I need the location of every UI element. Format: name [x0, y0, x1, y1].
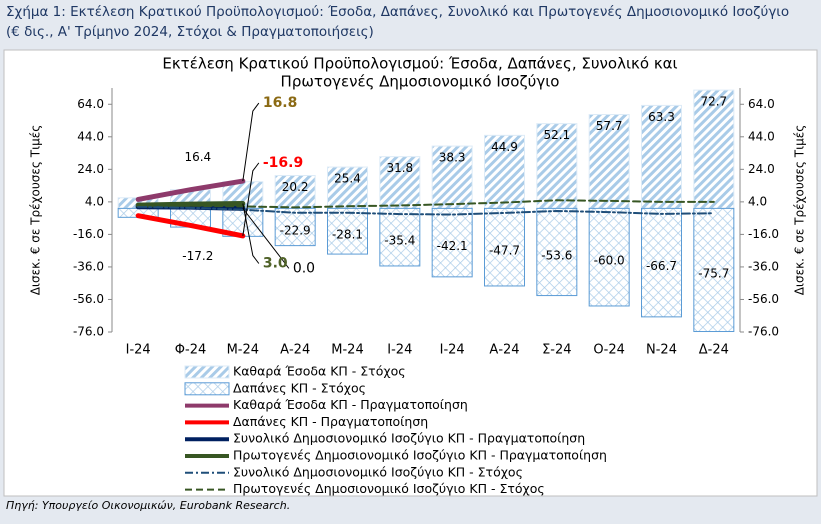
line	[137, 199, 715, 209]
x-tick-label: Σ-24	[542, 343, 571, 358]
legend-label: Καθαρά Έσοδα ΚΠ - Πραγματοποίηση	[233, 397, 468, 412]
y2-tick-label: -16.0	[748, 227, 779, 241]
leader-line	[242, 203, 260, 264]
y-tick-label: 24.0	[77, 162, 104, 176]
bar	[641, 104, 682, 209]
bar	[536, 207, 578, 297]
y-tick-label: 4.0	[85, 194, 104, 208]
bar	[641, 207, 682, 318]
bar	[327, 207, 368, 255]
bar-label: -22.9	[280, 223, 311, 237]
legend-swatch	[184, 382, 230, 396]
bar	[379, 156, 421, 209]
bar-label: 57.7	[596, 119, 623, 133]
x-tick-label: Μ-24	[331, 343, 363, 358]
line	[135, 213, 246, 239]
bar	[588, 114, 630, 209]
bar	[431, 207, 473, 278]
legend-label: Συνολικό Δημοσιονομικό Ισοζύγιο ΚΠ - Στό…	[233, 464, 523, 479]
y-tick-label: 64.0	[77, 97, 104, 111]
y-tick-label: -56.0	[73, 292, 104, 306]
bar-label: -53.6	[541, 248, 572, 262]
bar	[274, 207, 316, 247]
bar-label: -42.1	[437, 239, 468, 253]
line-label: -16.9	[263, 155, 303, 171]
leader-line	[242, 208, 290, 269]
x-tick-label: Ν-24	[646, 343, 677, 358]
bar	[327, 166, 368, 209]
y2-tick-label: 44.0	[748, 129, 775, 143]
y2-tick-label: -36.0	[748, 259, 779, 273]
bar-label: 38.3	[439, 151, 466, 165]
bar	[431, 145, 473, 209]
chart-title: Εκτέλεση Κρατικού Προϋπολογισμού: Έσοδα,…	[162, 55, 677, 73]
y2-tick-label: 24.0	[748, 162, 775, 176]
bar	[274, 175, 316, 209]
legend-label: Δαπάνες ΚΠ - Στόχος	[233, 380, 366, 395]
bar-label: 52.1	[543, 128, 570, 142]
x-tick-label: Ι-24	[387, 343, 412, 358]
legend-swatch	[184, 365, 230, 379]
bar	[693, 89, 735, 209]
legend-label: Καθαρά Έσοδα ΚΠ - Στόχος	[233, 364, 406, 379]
bar-label: 63.3	[648, 110, 675, 124]
x-tick-label: Φ-24	[175, 343, 206, 358]
x-tick-label: Δ-24	[699, 343, 729, 358]
y-axis-title: Δισεκ. € σε Τρέχουσες Τιμές	[29, 125, 43, 296]
bar-label: -28.1	[332, 228, 363, 242]
bar-label: 25.4	[334, 172, 361, 186]
bar-label: -60.0	[594, 254, 625, 268]
x-tick-label: Ι-24	[440, 343, 465, 358]
source: Πηγή: Υπουργείο Οικονομικών, Eurobank Re…	[6, 499, 290, 512]
bar	[484, 134, 525, 209]
chart-title: Πρωτογενές Δημοσιονομικό Ισοζύγιο	[281, 73, 560, 91]
bar-label: -17.2	[182, 249, 213, 263]
legend-label: Συνολικό Δημοσιονομικό Ισοζύγιο ΚΠ - Πρα…	[233, 431, 585, 446]
caption-box: Σχήμα 1: Εκτέλεση Κρατικού Προϋπολογισμο…	[6, 4, 790, 40]
legend-label: Δαπάνες ΚΠ - Πραγματοποίηση	[233, 414, 428, 429]
y2-tick-label: 64.0	[748, 97, 775, 111]
bar-label: -35.4	[384, 234, 415, 248]
x-tick-label: Α-24	[489, 343, 519, 358]
caption: Σχήμα 1: Εκτέλεση Κρατικού Προϋπολογισμο…	[6, 4, 790, 40]
bar-label: -75.7	[698, 266, 729, 280]
y2-tick-label: 4.0	[748, 194, 767, 208]
leader-line	[242, 102, 260, 182]
bar	[379, 207, 421, 267]
bar-label: 44.9	[491, 140, 518, 154]
line-label: 16.8	[263, 95, 298, 111]
bar-label: -66.7	[646, 259, 677, 273]
legend-label: Πρωτογενές Δημοσιονομικό Ισοζύγιο ΚΠ - Σ…	[233, 481, 545, 496]
line-label: 0.0	[293, 260, 315, 276]
y-tick-label: -16.0	[73, 227, 104, 241]
bar-label: 72.7	[700, 95, 727, 109]
x-tick-label: Μ-24	[227, 343, 259, 358]
bar-label: 16.4	[184, 150, 211, 164]
bar	[588, 207, 630, 307]
bar-label: 20.2	[282, 180, 309, 194]
x-tick-label: Ι-24	[126, 343, 151, 358]
line	[135, 178, 246, 202]
line-label: 3.0	[263, 255, 288, 271]
bar	[484, 207, 525, 287]
x-tick-label: Ο-24	[593, 343, 624, 358]
y2-tick-label: -76.0	[748, 325, 779, 339]
leader-line	[242, 162, 260, 236]
line	[137, 205, 715, 216]
y2-axis-title: Δισεκ. € σε Τρέχουσες Τιμές	[793, 125, 807, 296]
y-tick-label: 44.0	[77, 129, 104, 143]
x-tick-label: Α-24	[280, 343, 310, 358]
bar	[693, 207, 735, 333]
y-tick-label: -36.0	[73, 259, 104, 273]
bar-label: 31.8	[386, 161, 413, 175]
y-tick-label: -76.0	[73, 325, 104, 339]
legend-label: Πρωτογενές Δημοσιονομικό Ισοζύγιο ΚΠ - Π…	[233, 448, 607, 463]
y2-tick-label: -56.0	[748, 292, 779, 306]
bar-label: -47.7	[489, 244, 520, 258]
